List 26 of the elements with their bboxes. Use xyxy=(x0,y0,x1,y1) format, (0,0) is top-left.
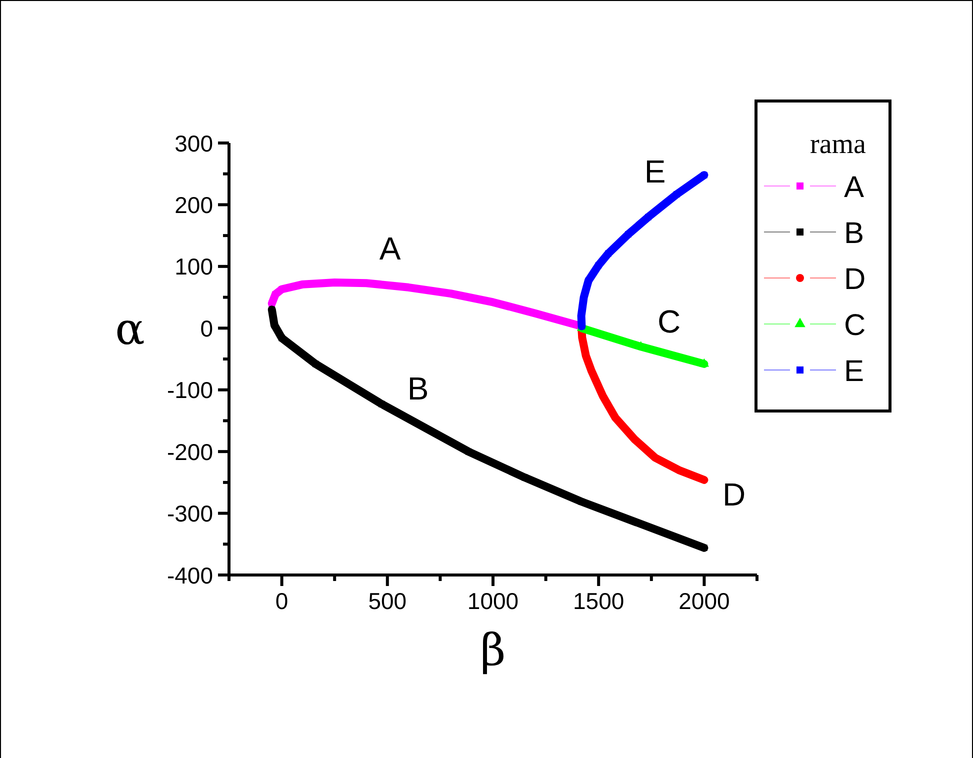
x-tick-label: 500 xyxy=(368,588,407,614)
annotation: E xyxy=(644,154,666,190)
y-tick-label: -400 xyxy=(166,562,213,588)
y-tick-label: 300 xyxy=(174,130,213,156)
x-tick-label: 0 xyxy=(275,588,288,614)
annotation: A xyxy=(379,230,402,267)
legend-label: D xyxy=(844,262,866,296)
y-tick-label: 200 xyxy=(174,192,213,218)
x-axis-title: β xyxy=(480,625,506,676)
legend-label: A xyxy=(844,170,864,204)
y-tick-label: 0 xyxy=(200,315,213,342)
x-tick-label: 1000 xyxy=(467,588,519,614)
x-tick-label: 2000 xyxy=(678,588,730,614)
legend-title: rama xyxy=(810,129,867,160)
legend-label: B xyxy=(844,216,864,250)
annotation: B xyxy=(407,370,429,407)
legend-label: C xyxy=(844,308,866,342)
y-axis-title: α xyxy=(115,304,145,355)
y-tick-label: -100 xyxy=(166,377,213,404)
legend-label: E xyxy=(844,354,864,388)
annotation: D xyxy=(722,476,746,513)
x-tick-label: 1500 xyxy=(573,588,624,614)
y-tick-label: 100 xyxy=(174,254,213,280)
y-tick-label: -200 xyxy=(166,438,213,465)
y-tick-label: -300 xyxy=(166,500,213,527)
annotation: C xyxy=(657,304,681,340)
